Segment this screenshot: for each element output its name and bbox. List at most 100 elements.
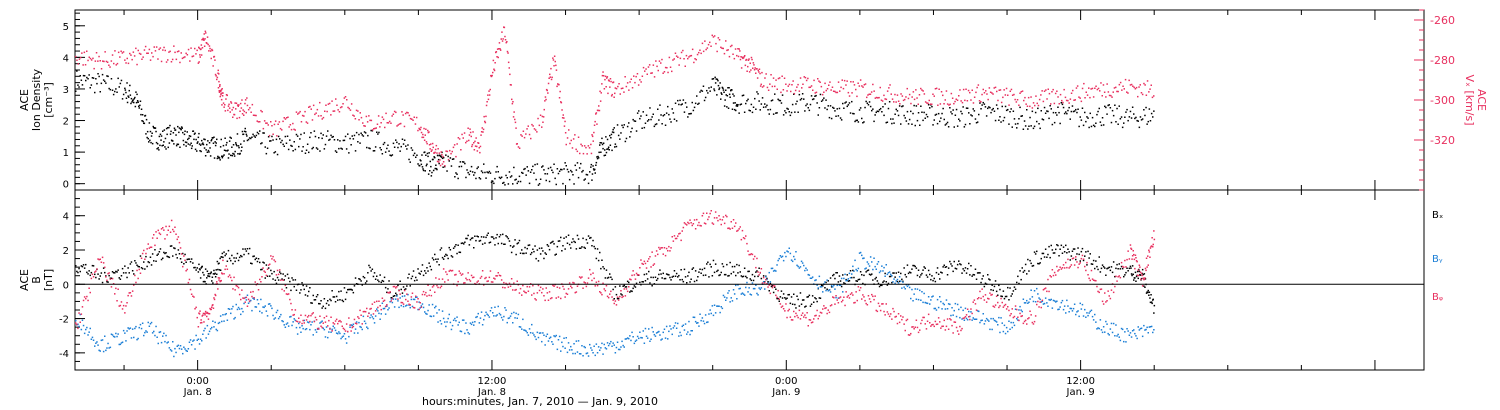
density-point — [105, 82, 107, 84]
velocity-point — [328, 102, 331, 105]
by-point — [680, 334, 682, 337]
velocity-point — [839, 90, 841, 92]
by-point — [846, 279, 848, 282]
density-point — [738, 112, 740, 114]
by-point — [621, 340, 623, 343]
density-point — [951, 113, 953, 115]
velocity-point — [408, 114, 411, 117]
bx-point — [76, 270, 78, 273]
by-point — [157, 342, 159, 345]
velocity-point — [761, 86, 764, 88]
density-point — [950, 111, 952, 113]
bz-point — [203, 312, 206, 315]
bz-point — [150, 246, 153, 248]
by-point — [291, 324, 293, 327]
density-point — [120, 79, 123, 82]
bx-point — [605, 269, 608, 271]
by-point — [867, 263, 870, 265]
density-point — [696, 95, 698, 97]
density-point — [339, 140, 341, 142]
bz-point — [293, 313, 295, 316]
bz-point — [722, 216, 725, 218]
bz-point — [564, 296, 566, 298]
bz-point — [245, 296, 248, 299]
bx-point — [1143, 285, 1145, 287]
density-point — [591, 179, 593, 181]
bx-point — [539, 253, 542, 255]
density-point — [251, 136, 253, 138]
velocity-point — [1064, 96, 1067, 99]
by-point — [590, 347, 592, 349]
by-point — [1129, 332, 1132, 334]
density-point — [162, 130, 164, 132]
velocity-point — [880, 99, 883, 101]
by-point — [787, 251, 789, 253]
by-point — [810, 277, 813, 279]
bz-point — [477, 280, 479, 282]
density-point — [624, 140, 627, 143]
velocity-point — [354, 118, 357, 120]
density-point — [420, 160, 422, 162]
density-point — [456, 173, 458, 175]
by-point — [306, 321, 309, 323]
by-point — [234, 316, 236, 319]
bx-point — [380, 281, 382, 284]
density-point — [139, 104, 141, 107]
velocity-point — [305, 121, 308, 123]
density-point — [343, 139, 346, 142]
bz-point — [578, 276, 581, 278]
bx-point — [869, 274, 872, 276]
bz-point — [328, 319, 330, 322]
bz-point — [232, 288, 234, 290]
density-point — [514, 179, 516, 181]
bz-point — [449, 269, 452, 272]
by-point — [877, 261, 880, 263]
bz-point — [708, 216, 710, 218]
by-point — [135, 325, 137, 328]
bx-point — [609, 273, 611, 275]
density-point — [1067, 109, 1069, 112]
bx-point — [992, 289, 994, 292]
by-point — [1115, 324, 1117, 326]
by-point — [1039, 298, 1041, 301]
by-point — [416, 296, 418, 298]
density-point — [303, 132, 305, 134]
bx-point — [322, 305, 324, 308]
density-point — [149, 139, 151, 142]
velocity-point — [1150, 84, 1152, 86]
velocity-point — [748, 58, 750, 60]
velocity-point — [208, 45, 211, 47]
bx-point — [631, 290, 633, 293]
density-point — [354, 150, 357, 152]
by-point — [1119, 339, 1122, 342]
bx-point — [310, 302, 312, 304]
density-point — [655, 123, 658, 125]
bz-point — [492, 281, 494, 283]
density-point — [603, 154, 605, 157]
bx-point — [862, 282, 864, 285]
density-point — [748, 109, 750, 112]
by-point — [335, 332, 338, 334]
velocity-point — [136, 63, 138, 66]
velocity-point — [528, 133, 531, 136]
velocity-point — [322, 116, 325, 119]
bz-point — [642, 263, 644, 265]
velocity-point — [492, 59, 495, 62]
bz-point — [653, 263, 656, 265]
density-point — [615, 145, 618, 148]
density-point — [285, 142, 288, 144]
density-point — [1038, 123, 1040, 125]
bx-point — [793, 293, 795, 295]
bx-point — [86, 271, 88, 274]
velocity-point — [288, 126, 290, 128]
bx-point — [411, 275, 414, 278]
density-point — [513, 166, 515, 169]
density-point — [853, 113, 855, 115]
density-point — [922, 119, 924, 122]
velocity-point — [815, 91, 818, 94]
bz-point — [649, 256, 651, 258]
bz-point — [507, 286, 510, 288]
by-point — [583, 345, 585, 348]
bz-point — [709, 212, 711, 215]
bx-point — [1104, 267, 1106, 269]
